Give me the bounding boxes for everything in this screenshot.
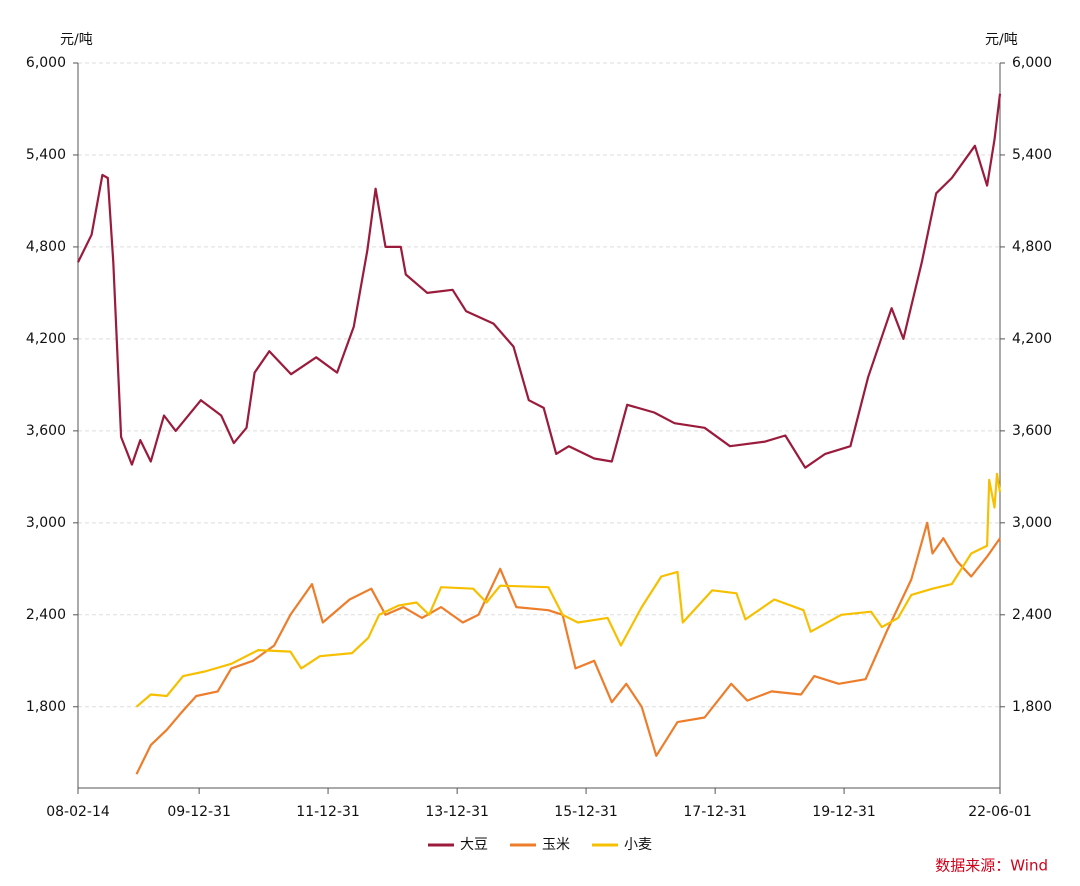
- x-tick-label: 13-12-31: [425, 804, 489, 820]
- y-tick-label: 1,800: [26, 699, 66, 715]
- x-tick-label: 17-12-31: [683, 804, 747, 820]
- series-line: [135, 472, 1002, 708]
- y-tick-label: 6,000: [26, 55, 66, 71]
- y-tick-label: 5,400: [26, 147, 66, 163]
- source: 数据来源：Wind: [935, 857, 1048, 875]
- y-tick-label: 3,000: [26, 515, 66, 531]
- x-tick-label: 22-06-01: [968, 804, 1032, 820]
- y-tick-label: 2,400: [26, 607, 66, 623]
- y2-tick-label: 4,200: [1012, 331, 1052, 347]
- x-tick-label: 09-12-31: [167, 804, 231, 820]
- series-line: [77, 93, 1002, 469]
- y2-tick-label: 3,000: [1012, 515, 1052, 531]
- legend-label: 大豆: [460, 837, 488, 853]
- y2-tick-label: 6,000: [1012, 55, 1052, 71]
- x-tick-label: 15-12-31: [554, 804, 618, 820]
- x-tick-label: 19-12-31: [812, 804, 876, 820]
- y-tick-label: 3,600: [26, 423, 66, 439]
- legend-label: 玉米: [542, 837, 570, 853]
- y2-tick-label: 1,800: [1012, 699, 1052, 715]
- y2-tick-label: 2,400: [1012, 607, 1052, 623]
- x-tick-label: 11-12-31: [296, 804, 360, 820]
- x-tick-label: 08-02-14: [46, 804, 110, 820]
- y2-tick-label: 3,600: [1012, 423, 1052, 439]
- y-tick-label: 4,200: [26, 331, 66, 347]
- y2-tick-label: 4,800: [1012, 239, 1052, 255]
- series-line: [135, 521, 1001, 775]
- y2-tick-label: 5,400: [1012, 147, 1052, 163]
- y-unit-right: 元/吨: [985, 32, 1018, 48]
- legend-label: 小麦: [624, 837, 652, 853]
- y-unit-left: 元/吨: [60, 32, 93, 48]
- y-tick-label: 4,800: [26, 239, 66, 255]
